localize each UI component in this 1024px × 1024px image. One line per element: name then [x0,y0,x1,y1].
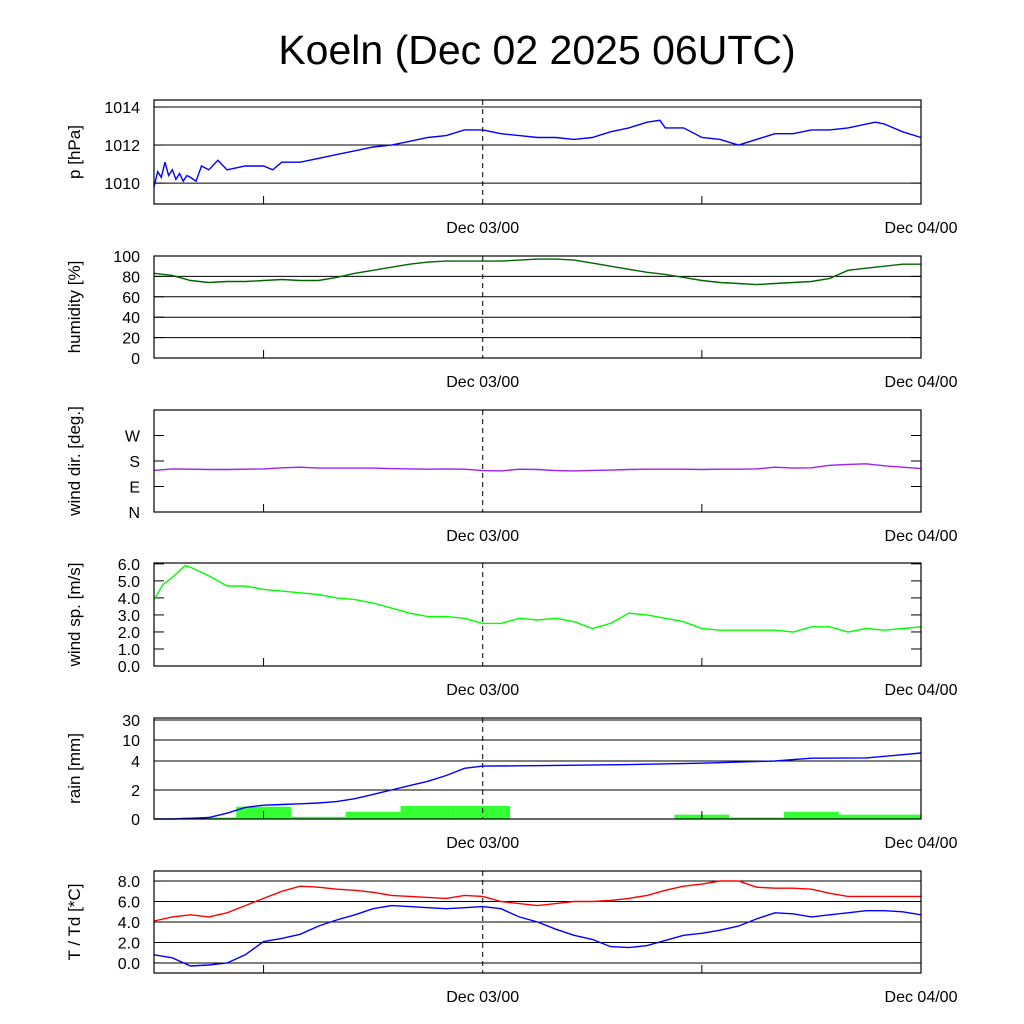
panel-windspeed: 0.01.02.03.04.05.06.0 wind sp. [m/s] Dec 0… [65,557,958,699]
y-tick-label: 4 [131,754,140,771]
panel-frame [153,717,922,820]
y-axis-label: rain [mm] [65,733,84,804]
y-tick-label: 0 [131,351,140,368]
y-tick-label: 40 [122,310,140,327]
panel-frame [153,562,922,667]
panel-frame [153,99,922,205]
x-tick-label: Dec 03/00 [446,835,519,852]
panel-humidity: 0 20 40 60 80 100 humidity [%] Dec 03/00 Dec 04/… [65,249,958,391]
y-tick-label: N [128,505,140,522]
chart-title: Koeln (Dec 02 2025 06UTC) [278,27,795,73]
series-line-p [153,119,922,188]
y-axis-label: wind dir. [deg.] [65,406,84,517]
y-tick-label: 6.0 [118,557,140,574]
series-line-Td [153,904,922,967]
y-tick-label: 8.0 [118,874,140,891]
rain-bar [290,816,346,819]
rain-bar [893,814,921,819]
panel-temperature: 0.0 2.0 4.0 6.0 8.0 T / Td [*C] Dec 03/00 Dec 0… [65,870,958,1006]
y-tick-label: 2.0 [118,935,140,952]
y-tick-label: E [129,480,140,497]
y-tick-label: 100 [113,249,140,266]
y-tick-label: 60 [122,290,140,307]
y-tick-label: 0.0 [118,659,140,676]
rain-bar [345,811,401,819]
y-tick-label: W [125,429,141,446]
series-line-rh [153,258,921,286]
y-axis-label: p [hPa] [65,125,84,179]
panel-frame [153,409,922,513]
rain-bar [181,817,237,819]
y-tick-label: 1010 [104,176,140,193]
x-tick-label: Dec 04/00 [885,989,958,1006]
y-tick-label: 4.0 [118,591,140,608]
x-tick-label: Dec 04/00 [885,835,958,852]
y-tick-label: 0.0 [118,956,140,973]
panel-frame [153,870,922,974]
y-tick-label: 4.0 [118,915,140,932]
x-tick-label: Dec 04/00 [885,528,958,545]
series-line-ff [153,564,922,633]
y-tick-label: 1014 [104,100,140,117]
x-tick-label: Dec 04/00 [885,374,958,391]
x-tick-label: Dec 03/00 [446,528,519,545]
y-tick-label: 1.0 [118,642,140,659]
x-tick-label: Dec 03/00 [446,374,519,391]
series-line-T [153,880,921,922]
y-tick-label: 0 [131,812,140,829]
y-tick-label: 30 [122,713,140,730]
y-axis-label: humidity [%] [65,261,84,354]
y-axis-label: T / Td [*C] [65,884,84,961]
x-tick-label: Dec 04/00 [885,682,958,699]
y-tick-label: S [129,454,140,471]
x-tick-label: Dec 04/00 [885,220,958,237]
rain-bar [784,811,839,819]
panel-pressure: 1010 1012 1014 p [hPa] Dec 03/00 Dec 04/00 [65,99,958,237]
y-tick-label: 2 [131,783,140,800]
x-tick-label: Dec 03/00 [446,989,519,1006]
y-tick-label: 2.0 [118,625,140,642]
y-tick-label: 3.0 [118,608,140,625]
y-tick-label: 10 [122,733,140,750]
y-tick-label: 20 [122,331,140,348]
y-tick-label: 5.0 [118,574,140,591]
series-line-accumulated [154,752,922,820]
rain-bar [400,805,456,819]
panel-frame [153,255,922,359]
y-tick-label: 1012 [104,138,140,155]
x-tick-label: Dec 03/00 [446,682,519,699]
panel-rain: 0 2 4 10 30 rain [mm] Dec 03/00 Dec 04/00 [65,713,958,852]
x-tick-label: Dec 03/00 [446,220,519,237]
series-line-dd [153,463,922,472]
y-tick-label: 80 [122,269,140,286]
y-axis-label: wind sp. [m/s] [65,563,84,668]
y-tick-label: 6.0 [118,895,140,912]
rain-bar [838,814,894,819]
rain-bar [729,817,785,819]
